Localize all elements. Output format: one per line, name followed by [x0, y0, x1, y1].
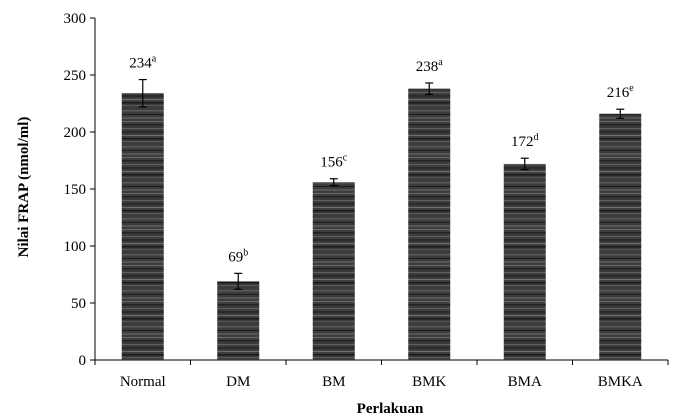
data-label-bma: 172d [511, 132, 539, 150]
data-label-normal: 234a [129, 54, 157, 72]
y-tick-label: 100 [64, 239, 87, 255]
error-bar-dm [234, 272, 243, 290]
bar-bmka [599, 113, 642, 360]
data-label-bmka: 216e [607, 83, 635, 101]
error-bar-bm [329, 178, 338, 187]
y-tick-label: 0 [79, 353, 87, 369]
x-tick-label-bma: BMA [508, 374, 542, 390]
x-tick-label-bmk: BMK [412, 374, 446, 390]
data-labels: 234a 69b 156c 238a 172d 216e [129, 54, 634, 266]
error-bar-bma [520, 157, 529, 171]
x-tick-label-dm: DM [226, 374, 250, 390]
data-label-bm: 156c [320, 153, 348, 171]
bar-bmk [408, 88, 451, 361]
data-label-dm: 69b [228, 247, 248, 265]
x-tick-label-bm: BM [322, 374, 345, 390]
y-tick-label: 300 [64, 11, 87, 27]
error-bar-bmka [616, 108, 625, 119]
error-bars [138, 78, 625, 290]
y-tick-label: 200 [64, 125, 87, 141]
y-axis-title: Nilai FRAP (nmol/ml) [16, 117, 32, 258]
x-tick-label-bmka: BMKA [598, 374, 643, 390]
error-bar-bmk [425, 82, 434, 95]
bars [121, 88, 642, 361]
y-tick-label: 50 [71, 296, 86, 312]
error-bar-normal [138, 78, 147, 108]
bar-bma [503, 163, 546, 360]
bar-normal [121, 93, 164, 361]
x-axis-title: Perlakuan [357, 401, 424, 417]
x-tick-label-normal: Normal [120, 374, 166, 390]
y-tick-label: 150 [64, 182, 87, 198]
y-tick-label: 250 [64, 68, 87, 84]
axes: 0 50 100 150 200 250 300 Normal DM BM BMK BMA BMKA [64, 11, 669, 390]
bar-bm [312, 182, 355, 360]
bar-dm [217, 281, 260, 360]
data-label-bmk: 238a [416, 57, 444, 75]
